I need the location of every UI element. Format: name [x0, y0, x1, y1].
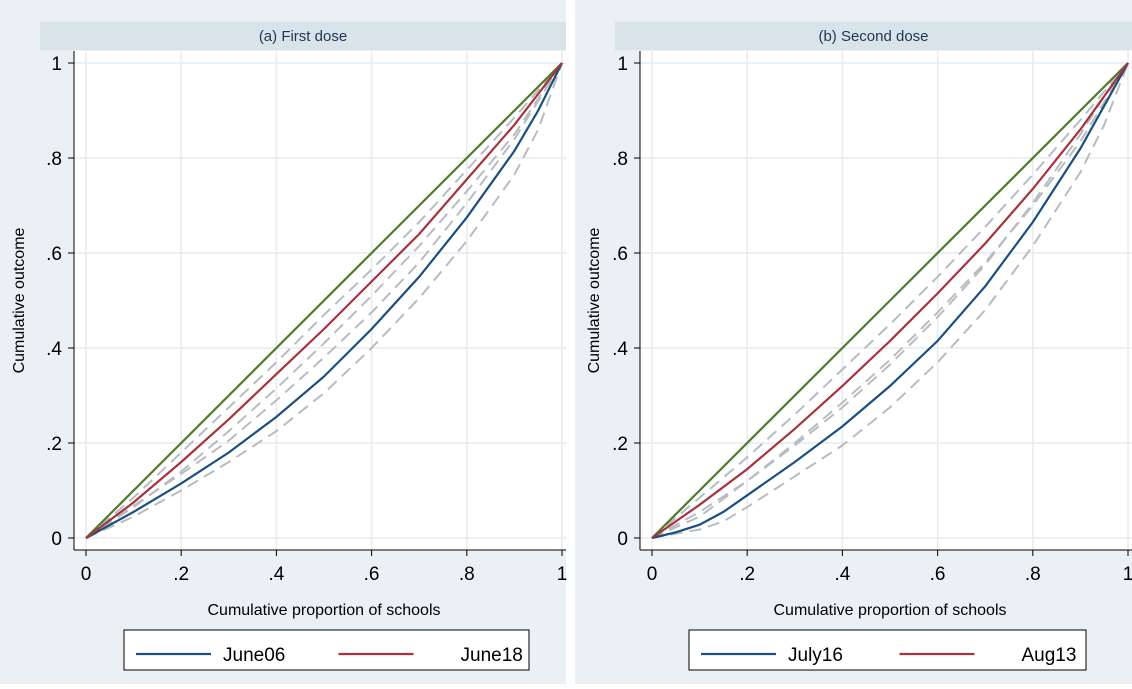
x-tick-label: .8 — [1025, 564, 1041, 585]
panel-title: (a) First dose — [259, 28, 347, 45]
panel-title-strip — [40, 22, 566, 50]
legend-box — [123, 629, 530, 671]
x-tick-label: .6 — [364, 564, 380, 585]
confidence-band-line-2 — [85, 62, 563, 539]
x-tick-label: .4 — [834, 564, 850, 585]
confidence-band-line-0 — [651, 62, 1129, 539]
x-axis-title: Cumulative proportion of schools — [207, 602, 440, 619]
legend-label: June06 — [223, 645, 285, 666]
y-axis-title: Cumulative outcome — [586, 227, 603, 373]
y-tick-label: .2 — [46, 434, 62, 455]
legend: July16 Aug13 — [688, 629, 1087, 671]
y-axis-title: Cumulative outcome — [11, 227, 28, 373]
chart-panel-0: (a) First dose 0 .2 .4 .6 .8 1 0 .2 .4 .6 .8 1 Cumula… — [0, 0, 567, 684]
equality-line — [85, 62, 563, 539]
y-tick-label: 1 — [617, 54, 628, 75]
gridlines — [74, 51, 566, 550]
x-axis-title: Cumulative proportion of schools — [773, 602, 1006, 619]
y-tick-label: 0 — [617, 529, 628, 550]
legend: June06 June18 — [123, 629, 530, 671]
series-line-aug13 — [651, 62, 1129, 539]
confidence-band-line-1 — [85, 62, 563, 539]
legend-label: June18 — [461, 645, 523, 666]
legend-label: July16 — [788, 645, 843, 666]
legend-label: Aug13 — [1022, 645, 1077, 666]
y-tick-label: .6 — [612, 244, 628, 265]
x-tick-label: .8 — [459, 564, 475, 585]
legend-box — [688, 629, 1087, 671]
x-tick-label: .2 — [173, 564, 189, 585]
confidence-band-line-2 — [651, 62, 1129, 539]
x-tick-label: 0 — [647, 564, 658, 585]
series-line-july16 — [651, 62, 1129, 540]
series-line-june06 — [85, 62, 563, 539]
y-tick-label: .2 — [612, 434, 628, 455]
confidence-band-line-3 — [651, 62, 1129, 539]
x-tick-label: 0 — [81, 564, 92, 585]
equality-line — [651, 62, 1129, 539]
gridlines — [640, 51, 1132, 550]
y-tick-label: .4 — [612, 339, 628, 360]
panel-title-strip — [615, 22, 1132, 50]
panel-title: (b) Second dose — [818, 28, 928, 45]
y-tick-label: .6 — [46, 244, 62, 265]
chart-panel-1: (b) Second dose 0 .2 .4 .6 .8 1 0 .2 .4 .6 .8 1 Cumul… — [575, 0, 1132, 684]
confidence-band-line-0 — [85, 62, 563, 539]
y-tick-label: 1 — [51, 54, 62, 75]
confidence-band-line-3 — [85, 62, 563, 539]
series-line-june18 — [85, 62, 563, 539]
x-tick-label: .4 — [268, 564, 284, 585]
x-tick-label: .6 — [930, 564, 946, 585]
x-tick-label: 1 — [557, 564, 568, 585]
y-tick-label: 0 — [51, 529, 62, 550]
y-tick-label: .8 — [612, 149, 628, 170]
y-tick-label: .8 — [46, 149, 62, 170]
y-tick-label: .4 — [46, 339, 62, 360]
x-tick-label: .2 — [739, 564, 755, 585]
x-tick-label: 1 — [1123, 564, 1132, 585]
